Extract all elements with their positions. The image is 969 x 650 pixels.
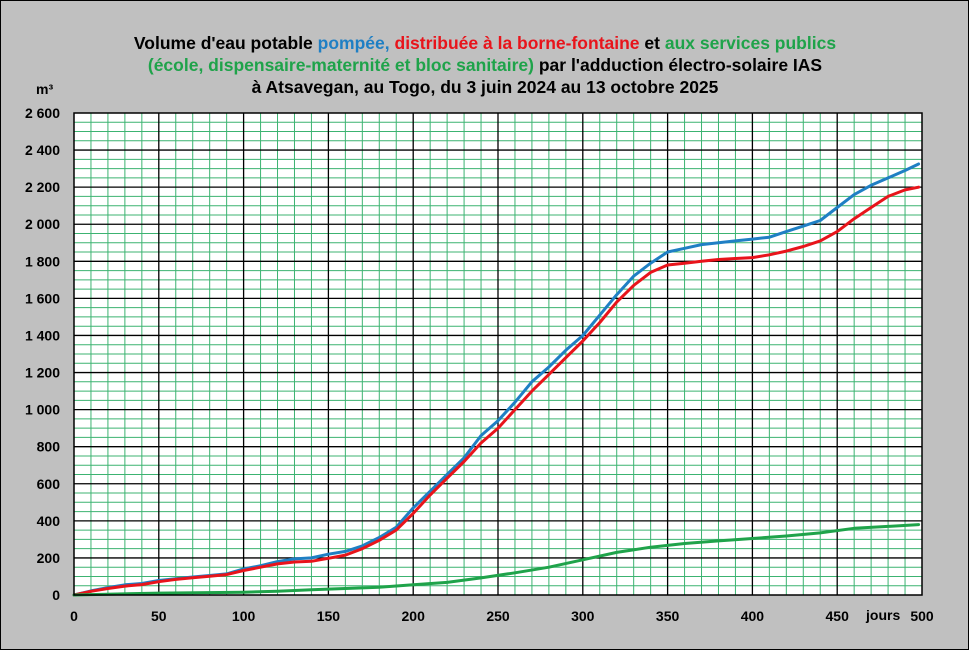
y-tick-label: 200 [37,550,61,566]
y-axis-unit-label: m³ [36,81,53,97]
x-tick-label: 300 [571,608,595,624]
x-tick-label: 200 [402,608,426,624]
title-and: et [639,33,665,53]
x-tick-label: 150 [317,608,341,624]
y-tick-label: 1 000 [25,402,60,418]
y-tick-label: 1 400 [25,327,60,343]
y-tick-label: 2 600 [25,105,60,121]
title-services-detail: (école, dispensaire-maternité et bloc sa… [147,55,534,75]
x-tick-label: 250 [486,608,510,624]
y-tick-label: 1 800 [25,253,60,269]
title-public-services: aux services publics [664,33,837,53]
title-pumped: pompée, [317,33,390,53]
y-tick-label: 2 400 [25,142,60,158]
plot-border [73,112,923,596]
y-tick-label: 600 [37,476,61,492]
y-tick-label: 800 [37,439,61,455]
title-line-2: (école, dispensaire-maternité et bloc sa… [40,54,930,76]
chart-title: Volume d'eau potable pompée, distribuée … [40,32,930,98]
title-distributed: distribuée à la borne-fontaine [394,33,640,53]
x-tick-label: 350 [656,608,680,624]
x-axis-ticks: 0 50 100 150 200 250 300 350 400 450 500 [70,608,934,624]
series-line-3 [72,523,921,597]
y-tick-label: 1 200 [25,365,60,381]
y-tick-label: 2 200 [25,179,60,195]
title-line-1: Volume d'eau potable pompée, distribuée … [40,32,930,54]
title-text: Volume d'eau potable [133,33,318,53]
x-tick-label: 450 [826,608,850,624]
x-tick-label: 500 [910,608,934,624]
x-tick-label: 400 [741,608,765,624]
y-tick-label: 2 000 [25,216,60,232]
y-axis-ticks: 0 200 400 600 800 1 000 1 200 1 400 1 600 1 800 2 … [25,105,60,603]
major-gridlines [74,113,922,595]
title-line-3: à Atsavegan, au Togo, du 3 juin 2024 au … [251,77,719,97]
x-tick-label: 0 [70,608,78,624]
series-lines [72,162,921,597]
y-tick-label: 1 600 [25,290,60,306]
y-tick-label: 0 [52,587,60,603]
x-axis-unit-label: jours [865,607,900,623]
y-tick-label: 400 [37,513,61,529]
title-adduction: par l'adduction électro-solaire IAS [533,55,823,75]
x-tick-label: 50 [151,608,167,624]
series-line-2 [72,185,921,597]
x-tick-label: 100 [232,608,256,624]
